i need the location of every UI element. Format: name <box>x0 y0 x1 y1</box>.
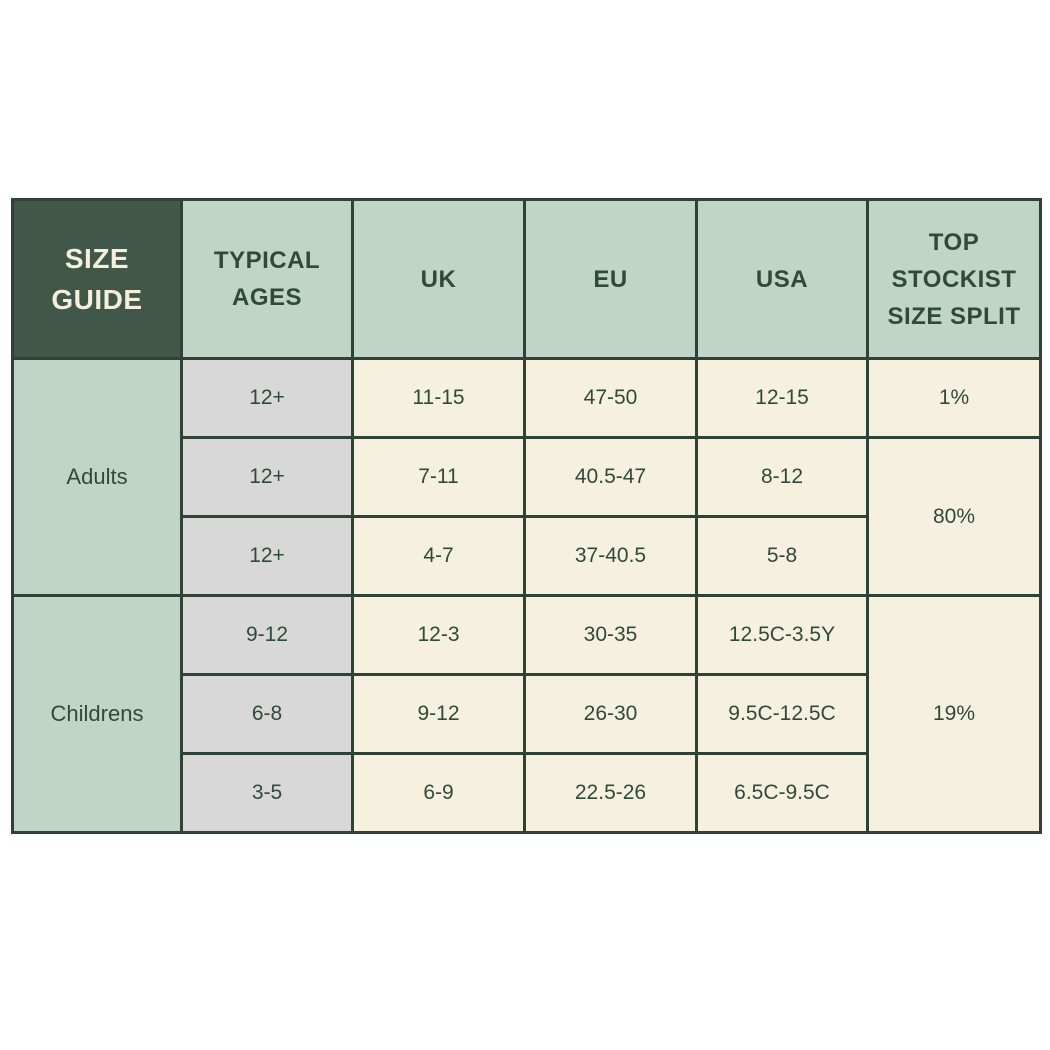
header-uk: UK <box>351 198 526 360</box>
split-cell: 19% <box>866 594 1042 834</box>
header-line: TYPICAL <box>213 247 321 274</box>
split-cell: 80% <box>866 436 1042 597</box>
table-row: Adults 12+ 11-15 47-50 12-15 1% <box>11 357 1042 597</box>
group-label: Childrens <box>11 594 183 834</box>
usa-cell: 12.5C-3.5Y <box>695 594 869 676</box>
split-cell: 1% <box>866 357 1042 439</box>
eu-cell: 26-30 <box>523 673 698 755</box>
eu-cell: 22.5-26 <box>523 752 698 834</box>
table-row: 3-5 6-9 22.5-26 6.5C-9.5C <box>13 752 1041 834</box>
uk-cell: 9-12 <box>351 673 526 755</box>
uk-cell: 6-9 <box>351 752 526 834</box>
eu-cell: 30-35 <box>523 594 698 676</box>
header-line: UK <box>420 265 457 293</box>
usa-cell: 8-12 <box>695 436 869 518</box>
header-size-split: TOP STOCKIST SIZE SPLIT <box>866 198 1042 360</box>
header-usa: USA <box>695 198 869 360</box>
group-label: Adults <box>11 357 183 597</box>
size-guide-table: SIZE GUIDE TYPICAL AGES UK EU USA TOP STOCK… <box>11 198 1042 834</box>
usa-cell: 6.5C-9.5C <box>695 752 869 834</box>
header-line: SIZE SPLIT <box>887 302 1021 330</box>
eu-cell: 40.5-47 <box>523 436 698 518</box>
table-row: 6-8 9-12 26-30 9.5C-12.5C <box>13 673 1041 755</box>
usa-cell: 9.5C-12.5C <box>695 673 869 755</box>
header-line: USA <box>755 265 809 293</box>
uk-cell: 11-15 <box>351 357 526 439</box>
header-row: SIZE GUIDE TYPICAL AGES UK EU USA TOP STOCK… <box>11 198 1042 360</box>
header-typical-ages: TYPICAL AGES <box>180 198 354 360</box>
uk-cell: 12-3 <box>351 594 526 676</box>
header-line: EU <box>593 265 628 293</box>
title-line: SIZE <box>64 243 130 274</box>
age-cell: 6-8 <box>180 673 354 755</box>
table-row: 12+ 4-7 37-40.5 5-8 <box>13 515 1041 597</box>
usa-cell: 12-15 <box>695 357 869 439</box>
eu-cell: 37-40.5 <box>523 515 698 597</box>
header-line: TOP <box>928 228 980 256</box>
age-cell: 3-5 <box>180 752 354 834</box>
usa-cell: 5-8 <box>695 515 869 597</box>
age-cell: 12+ <box>180 436 354 518</box>
table-row: 12+ 7-11 40.5-47 8-12 80% <box>13 436 1042 597</box>
eu-cell: 47-50 <box>523 357 698 439</box>
age-cell: 12+ <box>180 515 354 597</box>
header-line: STOCKIST <box>891 265 1017 293</box>
header-line: AGES <box>231 284 302 311</box>
uk-cell: 7-11 <box>351 436 526 518</box>
table-row: Childrens 9-12 12-3 30-35 12.5C-3.5Y 19% <box>11 594 1042 834</box>
uk-cell: 4-7 <box>351 515 526 597</box>
size-guide-title: SIZE GUIDE <box>11 198 183 360</box>
header-eu: EU <box>523 198 698 360</box>
age-cell: 9-12 <box>180 594 354 676</box>
age-cell: 12+ <box>180 357 354 439</box>
title-line: GUIDE <box>51 284 143 315</box>
